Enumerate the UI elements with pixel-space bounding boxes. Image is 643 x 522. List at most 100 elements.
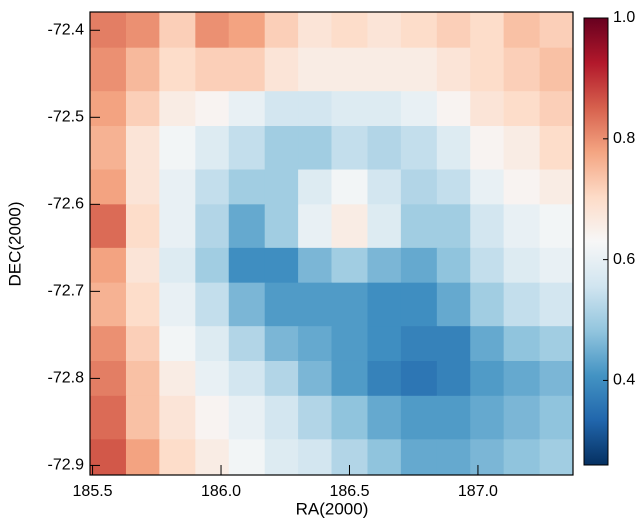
heatmap-cell <box>90 91 127 127</box>
heatmap-cell <box>436 282 471 327</box>
heatmap-cell <box>159 360 196 397</box>
heatmap-cell <box>90 47 127 92</box>
heatmap-cell <box>90 282 127 327</box>
heatmap-cell <box>400 247 438 284</box>
heatmap-cell <box>436 126 471 171</box>
heatmap-cell <box>470 395 505 440</box>
y-tick-label: -72.6 <box>48 196 85 213</box>
heatmap-cell <box>195 126 230 171</box>
heatmap-cell <box>90 204 127 249</box>
heatmap-cell <box>367 360 402 397</box>
heatmap-cell <box>195 204 230 249</box>
heatmap-cell <box>228 326 266 362</box>
heatmap-cell <box>436 439 471 475</box>
heatmap-cell <box>264 395 299 440</box>
heatmap-cell <box>125 204 160 249</box>
heatmap-cell <box>331 12 368 49</box>
heatmap-cell <box>298 47 332 92</box>
heatmap-cell <box>159 12 196 49</box>
heatmap-cell <box>159 439 196 475</box>
colorbar <box>583 17 609 466</box>
heatmap-cell <box>503 282 541 327</box>
heatmap-cell <box>503 91 541 127</box>
y-axis-title: DEC(2000) <box>5 201 24 286</box>
heatmap-cell <box>331 169 368 205</box>
heatmap-cell <box>503 326 541 362</box>
heatmap-cell <box>436 247 471 284</box>
x-axis-title: RA(2000) <box>296 499 369 518</box>
heatmap-cell <box>125 126 160 171</box>
heatmap-cell <box>298 12 332 49</box>
heatmap-cell <box>436 12 471 49</box>
heatmap-cell <box>195 360 230 397</box>
heatmap-cell <box>159 204 196 249</box>
heatmap-cell <box>539 47 573 92</box>
heatmap-cell <box>400 439 438 475</box>
heatmap-cell <box>400 91 438 127</box>
heatmap-cell <box>400 47 438 92</box>
heatmap-cell <box>400 360 438 397</box>
heatmap-cell <box>503 47 541 92</box>
heatmap-cell <box>470 91 505 127</box>
heatmap-cell <box>264 12 299 49</box>
heatmap-cell <box>195 395 230 440</box>
heatmap-cell <box>90 247 127 284</box>
heatmap-cell <box>367 126 402 171</box>
heatmap-cell <box>470 360 505 397</box>
heatmap-cell <box>436 326 471 362</box>
heatmap-cell <box>264 204 299 249</box>
heatmap-cell <box>367 439 402 475</box>
heatmap-cell <box>503 126 541 171</box>
heatmap-cell <box>436 360 471 397</box>
heatmap-cell <box>367 169 402 205</box>
heatmap-cell <box>228 169 266 205</box>
heatmap-cell <box>90 439 127 475</box>
heatmap-cell <box>228 91 266 127</box>
x-tick-label: 187.0 <box>458 483 498 500</box>
heatmap-cell <box>125 247 160 284</box>
heatmap-cell <box>470 439 505 475</box>
heatmap-cell <box>331 204 368 249</box>
heatmap-cell <box>539 360 573 397</box>
heatmap-cell <box>503 12 541 49</box>
heatmap-cell <box>539 247 573 284</box>
heatmap-cell <box>331 395 368 440</box>
heatmap-cell <box>367 204 402 249</box>
heatmap-cell <box>228 204 266 249</box>
heatmap-cell <box>228 395 266 440</box>
heatmap-cell <box>331 91 368 127</box>
heatmap-cell <box>436 395 471 440</box>
heatmap-cell <box>367 47 402 92</box>
heatmap-cell <box>503 439 541 475</box>
heatmap-cell <box>159 91 196 127</box>
heatmap-cell <box>539 282 573 327</box>
heatmap-cell <box>195 247 230 284</box>
heatmap-cell <box>503 204 541 249</box>
heatmap-cell <box>367 282 402 327</box>
heatmap-cell <box>400 395 438 440</box>
heatmap-cell <box>436 169 471 205</box>
heatmap-cell <box>195 169 230 205</box>
heatmap-cell <box>264 47 299 92</box>
heatmap-cell <box>125 47 160 92</box>
heatmap-cell <box>503 360 541 397</box>
heatmap-cell <box>400 204 438 249</box>
colorbar-tick-label: 0.8 <box>613 130 635 147</box>
heatmap-cell <box>470 126 505 171</box>
heatmap-cell <box>159 395 196 440</box>
colorbar-tick-label: 0.4 <box>613 372 635 389</box>
heatmap-cell <box>331 247 368 284</box>
heatmap-cell <box>539 204 573 249</box>
heatmap-cell <box>331 326 368 362</box>
y-tick-label: -72.7 <box>48 283 85 300</box>
heatmap-cell <box>228 360 266 397</box>
heatmap-cell <box>264 126 299 171</box>
heatmap-cell <box>470 12 505 49</box>
heatmap-cell <box>298 126 332 171</box>
heatmap-cell <box>400 12 438 49</box>
heatmap-cell <box>125 395 160 440</box>
heatmap-cell <box>298 326 332 362</box>
heatmap-cell <box>195 12 230 49</box>
heatmap-cell <box>125 439 160 475</box>
